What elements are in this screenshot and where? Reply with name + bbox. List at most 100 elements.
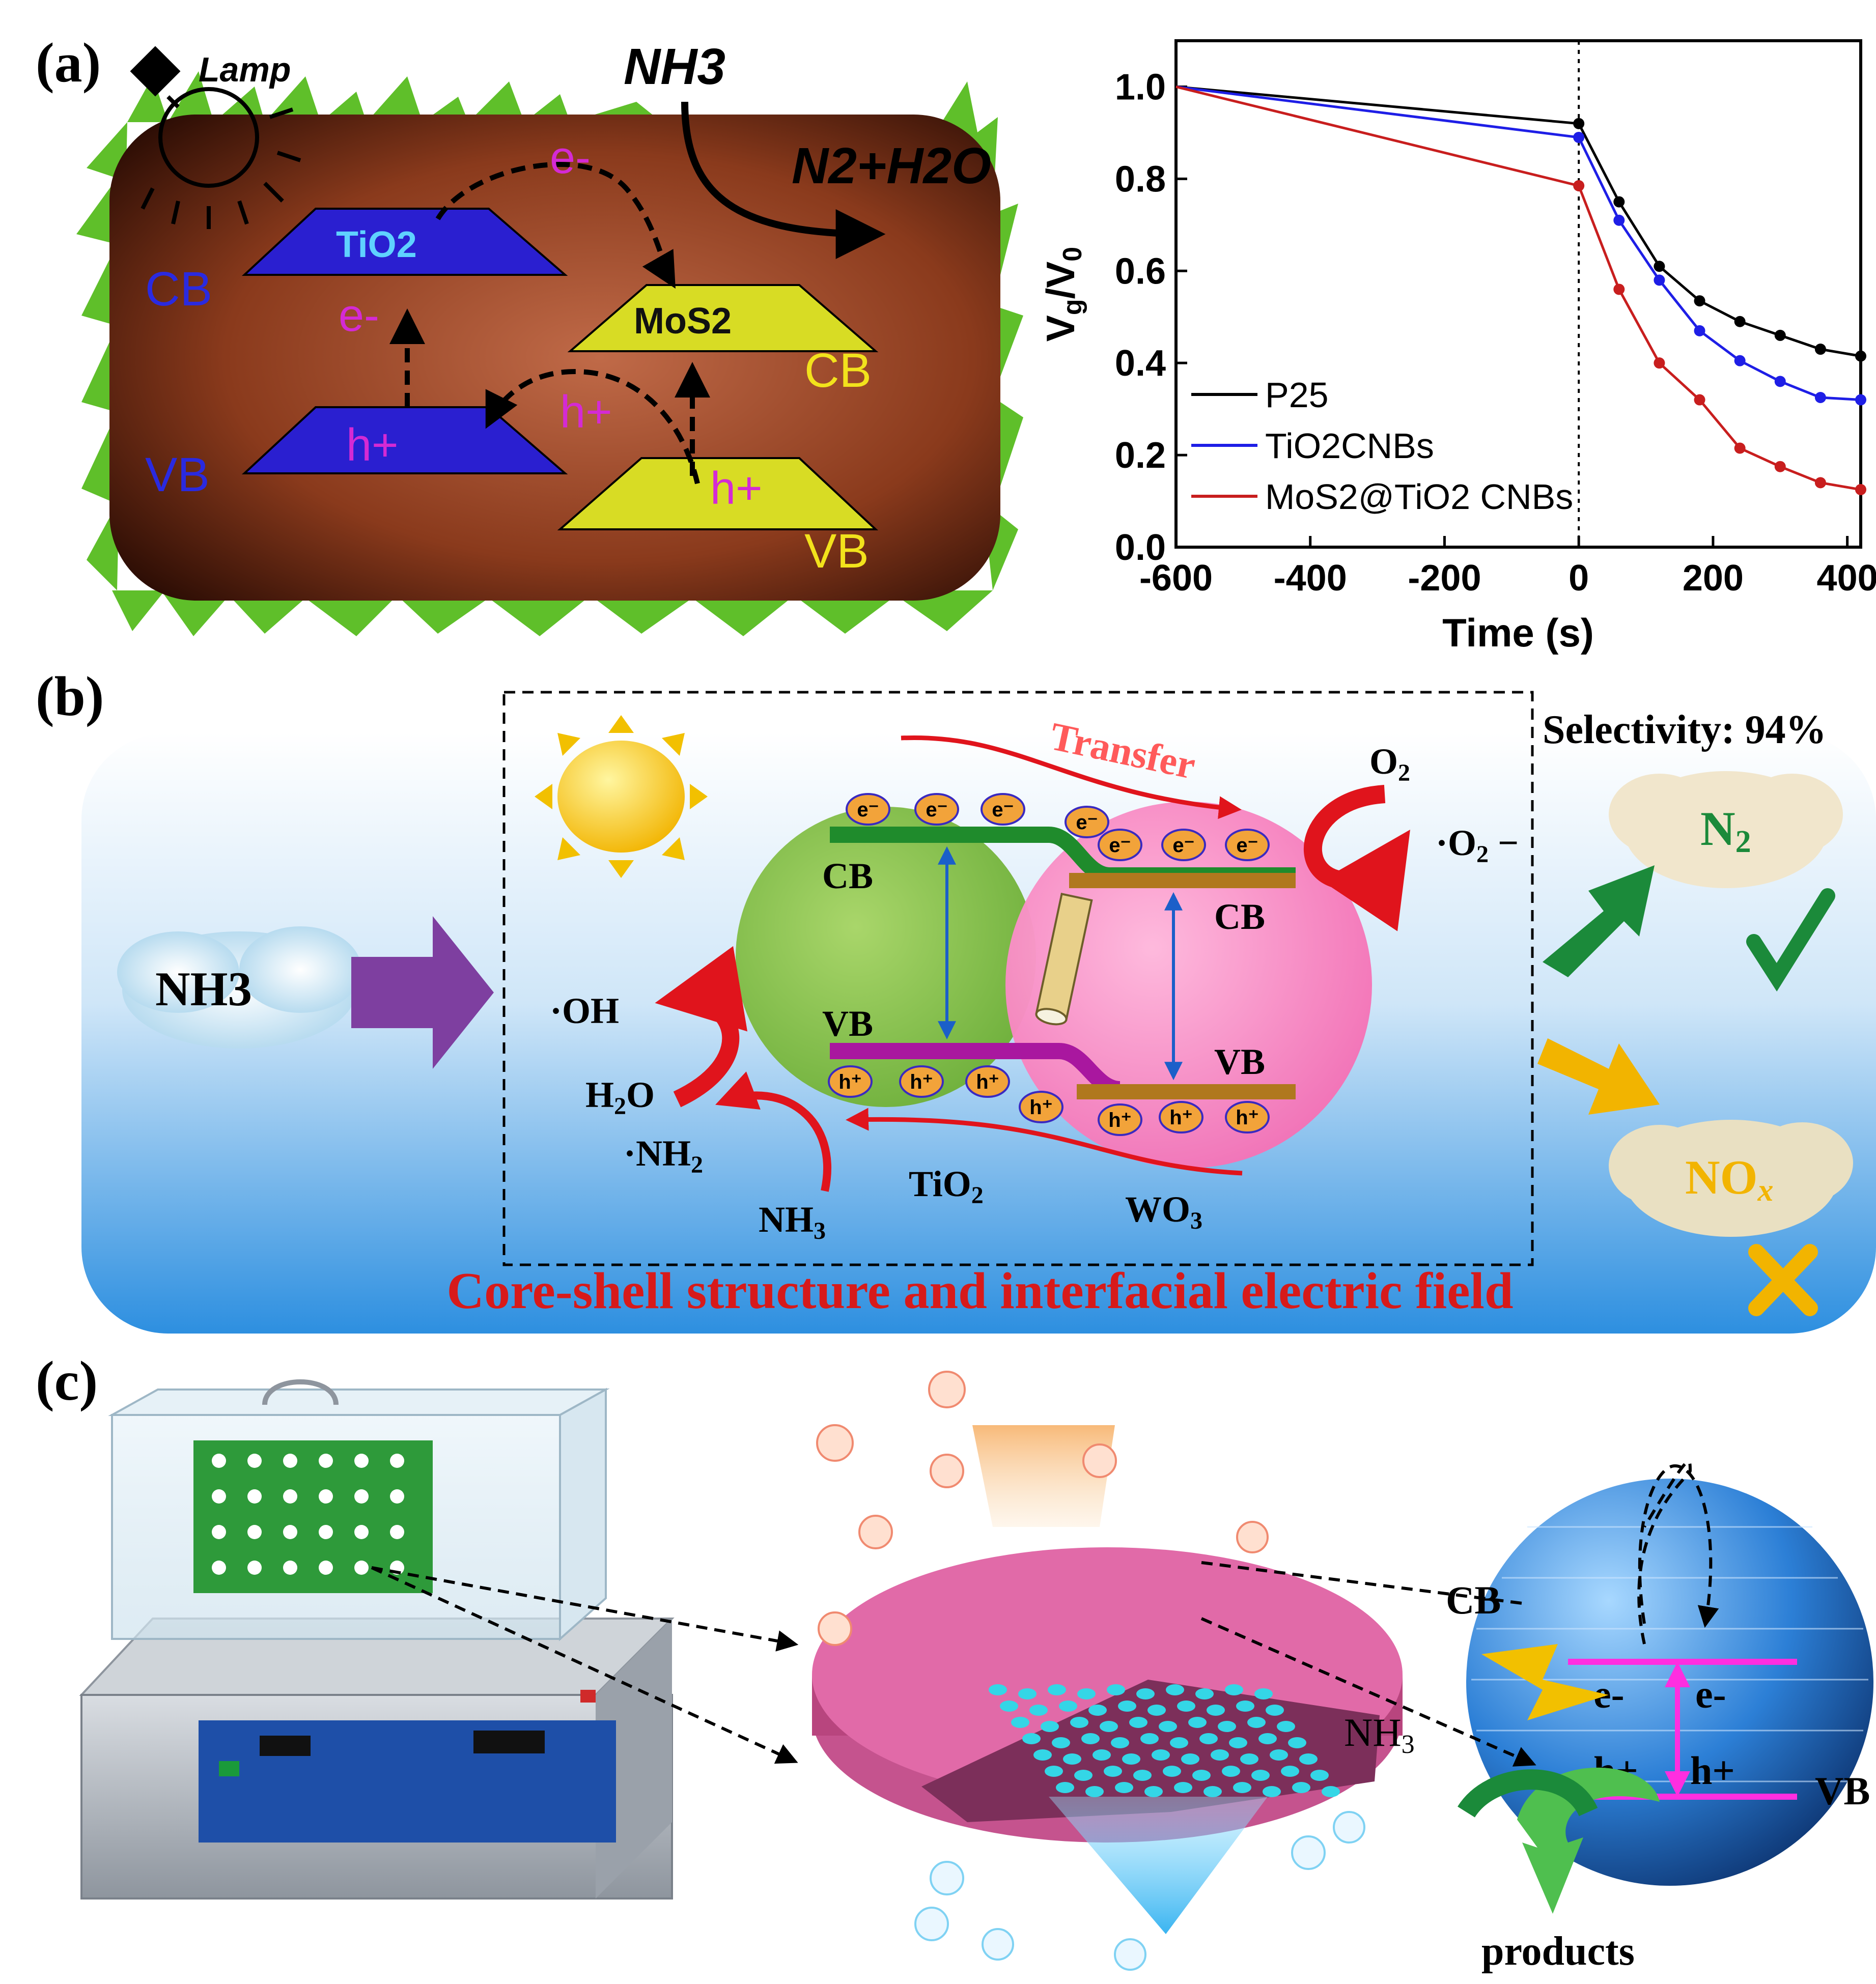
y-tick-label: 0.4 bbox=[1115, 343, 1166, 384]
sphere-cb-label: CB bbox=[1446, 1578, 1501, 1622]
panel-b-caption: Core-shell structure and interfacial ele… bbox=[446, 1262, 1513, 1320]
zoom-dashed-line-1 bbox=[371, 1566, 799, 1652]
sun-icon bbox=[535, 715, 708, 878]
catalyst-particle bbox=[1211, 1749, 1229, 1761]
products-down-arrow bbox=[1458, 1769, 1598, 1818]
hole-symbol: h⁺ bbox=[1108, 1109, 1132, 1131]
catalyst-particle bbox=[1225, 1684, 1243, 1695]
catalyst-particle bbox=[1022, 1733, 1041, 1744]
chart-frame bbox=[1174, 39, 1862, 549]
hole-particle bbox=[828, 1065, 873, 1098]
hole-particle bbox=[1019, 1091, 1063, 1123]
catalyst-particle bbox=[1018, 1688, 1037, 1699]
catalyst-particle bbox=[1045, 1766, 1063, 1777]
chart-legend: P25 TiO2CNBs MoS2@TiO2 CNBs bbox=[1191, 375, 1573, 517]
catalyst-particle bbox=[1170, 1737, 1188, 1748]
lamp-label: Lamp bbox=[199, 50, 291, 89]
series-point bbox=[1774, 329, 1786, 341]
transfer-arrow-bottom bbox=[846, 1108, 1243, 1176]
products-green-arrow bbox=[1517, 1767, 1660, 1914]
nh3-label: NH3 bbox=[624, 38, 725, 95]
electron-particle bbox=[1225, 829, 1270, 861]
catalyst-particle bbox=[1052, 1737, 1070, 1748]
electron-particle bbox=[846, 793, 890, 826]
catalyst-particle bbox=[1144, 1786, 1163, 1797]
tio2-vb-hole: h+ bbox=[346, 420, 399, 471]
nh3-reactant-label: NH3 bbox=[155, 962, 252, 1016]
mos2-label: MoS2 bbox=[634, 301, 732, 342]
wo3-material-label: WO3 bbox=[1125, 1189, 1202, 1234]
panel-b: (b) NH3 bbox=[36, 665, 1876, 1334]
superoxide-label: ·O2 − bbox=[1436, 823, 1519, 868]
y-tick-label: 1.0 bbox=[1115, 67, 1166, 107]
tio2-vb-label-b: VB bbox=[822, 1003, 873, 1044]
catalyst-particle bbox=[1222, 1766, 1240, 1777]
check-icon bbox=[1746, 888, 1835, 992]
series-point bbox=[1654, 261, 1665, 272]
hole-symbol: h⁺ bbox=[1029, 1096, 1053, 1119]
catalyst-particles bbox=[989, 1684, 1340, 1797]
panel-a-label: (a) bbox=[36, 32, 101, 94]
catalyst-particle bbox=[1254, 1688, 1273, 1699]
catalyst-particle bbox=[1266, 1705, 1284, 1716]
catalyst-particle bbox=[1270, 1749, 1288, 1761]
series-point bbox=[1734, 316, 1746, 327]
catalyst-particle bbox=[1263, 1786, 1281, 1797]
tio2-material-label: TiO2 bbox=[909, 1164, 984, 1209]
hole-symbol: h⁺ bbox=[1169, 1107, 1193, 1129]
catalyst-particle bbox=[1292, 1782, 1310, 1793]
legend-label: MoS2@TiO2 CNBs bbox=[1265, 477, 1573, 517]
hole-group: h⁺ h⁺ h⁺ h⁺ h⁺ h⁺ h⁺ bbox=[828, 1065, 1270, 1136]
catalyst-particle bbox=[1281, 1766, 1299, 1777]
catalyst-particle bbox=[1258, 1733, 1277, 1744]
mos2-vb-hole: h+ bbox=[710, 463, 763, 514]
mos2-vb-label: VB bbox=[804, 524, 869, 578]
catalyst-particle bbox=[1159, 1721, 1177, 1732]
hole-particle bbox=[1098, 1103, 1142, 1136]
catalyst-particle bbox=[1192, 1770, 1211, 1781]
lightning-icon bbox=[1481, 1644, 1609, 1720]
o2-red-curve-arrow bbox=[1304, 785, 1410, 931]
electron-transfer-arrow bbox=[435, 162, 676, 289]
sphere-hole-right: h+ bbox=[1690, 1748, 1735, 1793]
series-point bbox=[1654, 274, 1665, 286]
mos2-cb-label: CB bbox=[804, 344, 872, 398]
oh-label: ·OH bbox=[550, 990, 619, 1031]
series-point bbox=[1613, 284, 1625, 295]
n2-label: N2 bbox=[1700, 802, 1751, 859]
series-point bbox=[1573, 131, 1585, 143]
hole-symbol: h⁺ bbox=[910, 1071, 933, 1093]
selectivity-label: Selectivity: 94% bbox=[1543, 707, 1827, 752]
series-point bbox=[1613, 214, 1625, 226]
panel-c: (c) bbox=[36, 1350, 1873, 1974]
oh-red-curve-arrow bbox=[655, 946, 748, 1108]
catalyst-particle bbox=[1277, 1721, 1295, 1732]
catalyst-particle bbox=[1033, 1749, 1052, 1761]
tio2-cb-plate bbox=[241, 208, 568, 276]
electron-left-label: e- bbox=[339, 290, 379, 341]
sphere-electron-right: e- bbox=[1695, 1672, 1726, 1716]
nh3-cloud-icon bbox=[117, 926, 361, 1048]
electron-particle bbox=[914, 793, 959, 826]
series-point bbox=[1694, 394, 1705, 406]
legend-label: P25 bbox=[1265, 375, 1329, 415]
mos2-vb-plate bbox=[557, 457, 879, 530]
catalyst-particle bbox=[1041, 1721, 1059, 1732]
catalyst-particle bbox=[1122, 1753, 1140, 1765]
catalyst-particle bbox=[1011, 1717, 1029, 1728]
chart-gas-response: -600 -400 -200 0 200 400 0.0 0.2 0.4 0.6 0.8 1.0 Ti… bbox=[1038, 39, 1876, 655]
y-tick-label: 0.8 bbox=[1115, 159, 1166, 200]
panel-b-dashed-box bbox=[502, 691, 1534, 1266]
catalyst-particle bbox=[1077, 1688, 1096, 1699]
electron-particle bbox=[981, 793, 1025, 826]
catalyst-particle bbox=[1129, 1717, 1147, 1728]
electron-symbol: e⁻ bbox=[1076, 811, 1098, 834]
series-point bbox=[1694, 325, 1705, 336]
catalyst-particle bbox=[1166, 1684, 1184, 1695]
wo3-cb-label-b: CB bbox=[1214, 896, 1265, 937]
electron-particle bbox=[1065, 806, 1109, 838]
transfer-arrow-top bbox=[901, 735, 1242, 819]
catalyst-particle bbox=[1100, 1721, 1118, 1732]
catalyst-particle bbox=[1133, 1770, 1152, 1781]
hole-particle bbox=[1225, 1101, 1270, 1133]
